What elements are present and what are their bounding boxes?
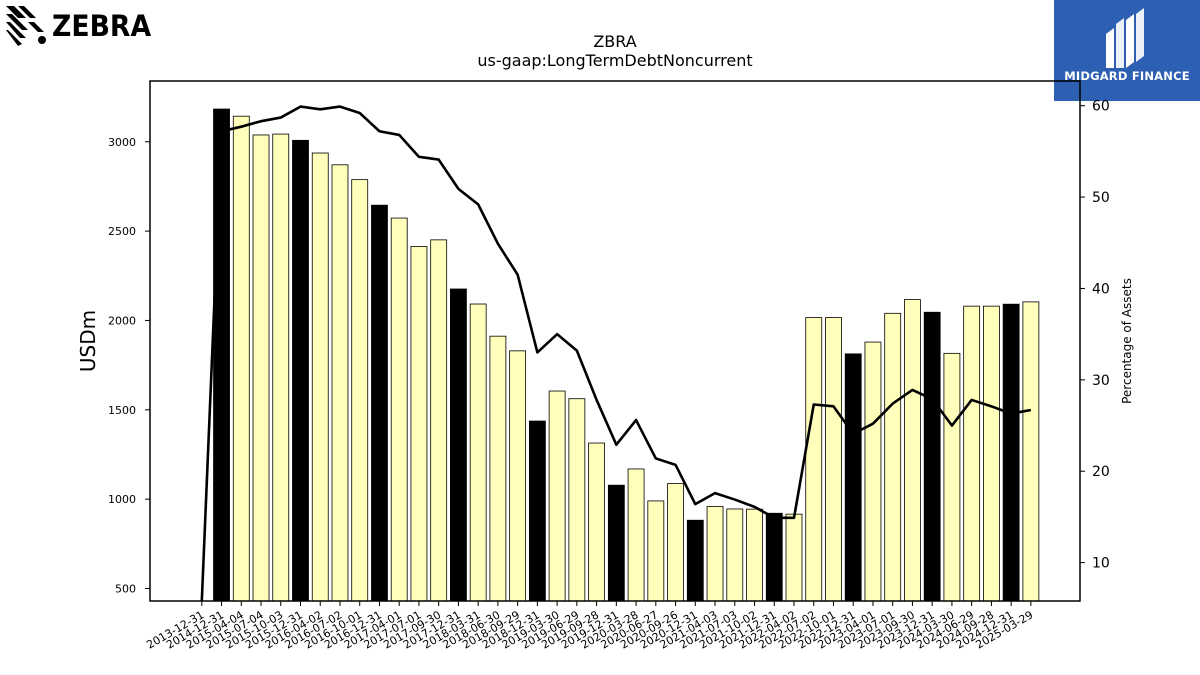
bar-2023-12-31 <box>923 311 941 602</box>
y2-tick-label: 10 <box>1092 556 1110 572</box>
bar-2019-06-29 <box>568 398 586 602</box>
bar-2017-04-01 <box>390 217 408 602</box>
bar-2018-06-30 <box>489 335 507 602</box>
bar-2017-07-01 <box>410 246 428 602</box>
y-axis-left: 500 1000 1500 2000 2500 3000 <box>108 136 150 595</box>
bar-2025-03-29 <box>1022 301 1040 602</box>
bar-2020-09-26 <box>667 483 684 602</box>
y-tick-label: 1000 <box>108 493 136 506</box>
bar-2024-06-29 <box>963 305 981 602</box>
midgard-finance-logo: MIDGARD FINANCE <box>1054 0 1200 101</box>
bar-2023-09-30 <box>904 299 921 602</box>
bar-2016-12-31 <box>371 204 388 602</box>
bar-2020-03-28 <box>627 468 645 602</box>
bar-2018-09-29 <box>509 350 527 602</box>
bar-2015-07-04 <box>252 134 270 602</box>
y-tick-label: 3000 <box>108 136 136 149</box>
midgard-logo-text: MIDGARD FINANCE <box>1064 69 1190 83</box>
plot-frame <box>149 80 1081 602</box>
bar-2016-10-01 <box>351 179 369 602</box>
bar-2018-12-31 <box>528 420 546 602</box>
bar-2017-09-30 <box>430 239 448 602</box>
y-tick-label: 500 <box>115 582 136 595</box>
bar-2024-12-31 <box>1002 303 1020 602</box>
bar-2014-12-31 <box>213 108 230 602</box>
bar-2023-07-01 <box>884 312 902 602</box>
bar-2022-07-02 <box>805 317 823 602</box>
y-axis-right: 10 20 30 40 50 60 <box>1080 99 1110 572</box>
bar-2016-07-02 <box>331 164 349 602</box>
bar-2019-12-31 <box>607 484 625 602</box>
bars-layer <box>213 108 1040 602</box>
y-tick-label: 2000 <box>108 314 136 327</box>
chart-title: ZBRA <box>593 32 637 51</box>
bar-2015-10-03 <box>272 133 290 602</box>
y-tick-label: 2500 <box>108 225 136 238</box>
chart-title-block: ZBRA us-gaap:LongTermDebtNoncurrent <box>150 32 1080 70</box>
bar-2020-06-27 <box>647 500 665 602</box>
bar-2023-04-01 <box>864 341 882 602</box>
bar-2024-03-30 <box>943 352 961 602</box>
y2-tick-label: 40 <box>1092 281 1110 297</box>
y2-tick-label: 50 <box>1092 190 1110 206</box>
y-tick-label: 1500 <box>108 404 136 417</box>
chart-subtitle: us-gaap:LongTermDebtNoncurrent <box>477 51 753 70</box>
zebra-logo-text: ZEBRA <box>52 9 152 43</box>
bar-2019-09-28 <box>588 442 605 602</box>
bar-2015-04-04 <box>232 115 250 602</box>
bar-2021-07-03 <box>726 508 744 602</box>
bar-2016-04-02 <box>311 152 329 602</box>
bar-2019-03-30 <box>548 390 566 602</box>
bar-2022-04-02 <box>785 513 803 602</box>
bar-2017-12-31 <box>450 288 467 602</box>
bar-2022-12-31 <box>844 353 862 602</box>
y2-tick-label: 30 <box>1092 373 1110 389</box>
bar-2018-03-31 <box>469 303 487 602</box>
percentage-of-assets-line <box>200 105 1032 602</box>
y2-axis-label: Percentage of Assets <box>1120 278 1134 404</box>
bar-2021-10-02 <box>746 508 763 602</box>
y2-tick-label: 60 <box>1092 99 1110 115</box>
y2-tick-label: 20 <box>1092 464 1110 480</box>
zebra-stripes-icon <box>6 6 46 46</box>
bar-2021-12-31 <box>765 512 783 602</box>
midgard-emblem-icon <box>1106 8 1144 68</box>
bar-2022-10-01 <box>825 317 842 602</box>
zebra-logo: ZEBRA <box>4 4 160 48</box>
x-axis: 2013-12-312014-12-312015-04-042015-07-04… <box>144 601 1035 652</box>
bar-2020-12-31 <box>686 519 704 602</box>
y-axis-label: USDm <box>76 310 100 372</box>
line-layer <box>200 105 1032 602</box>
bar-2015-12-31 <box>292 139 309 602</box>
bar-2024-09-28 <box>983 305 1000 602</box>
bar-2021-04-03 <box>706 506 724 602</box>
